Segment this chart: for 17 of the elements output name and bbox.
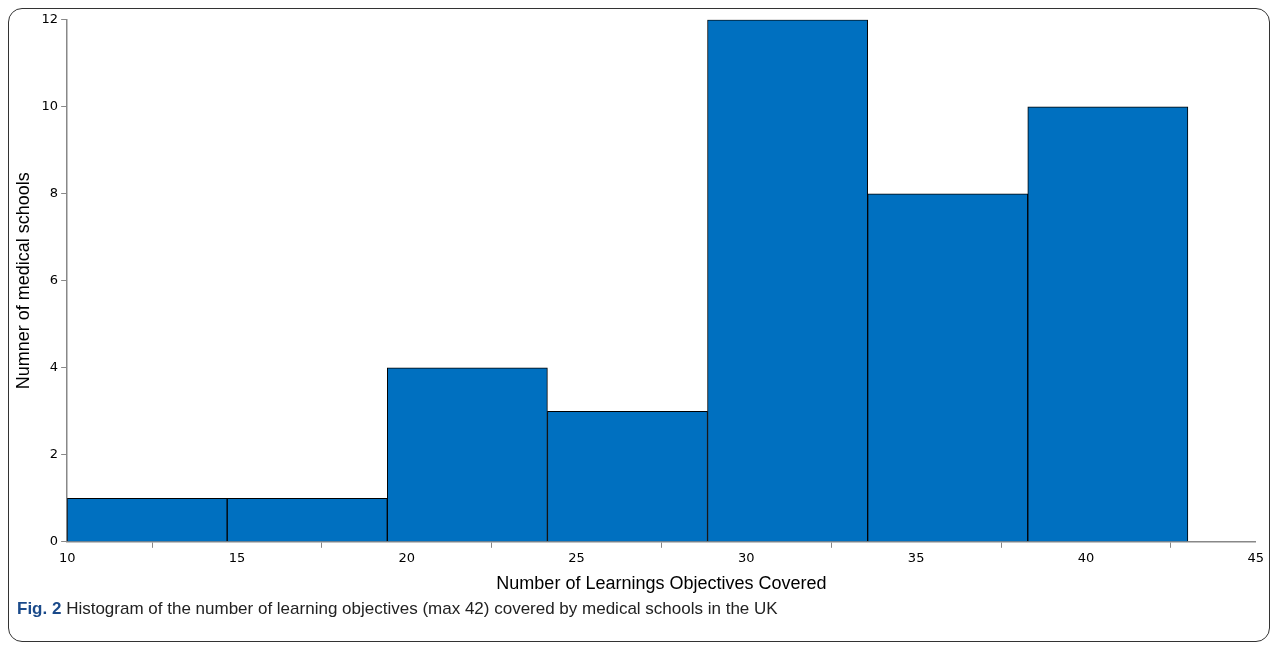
x-tick-label: 25	[568, 549, 585, 565]
x-tick-label: 20	[398, 549, 416, 565]
y-tick-label: 6	[49, 272, 59, 288]
y-tick-label: 12	[41, 11, 59, 27]
y-axis-title: Numner of medical schools	[12, 172, 33, 390]
x-axis-title: Number of Learnings Objectives Covered	[496, 573, 827, 594]
x-tick-label: 40	[1077, 549, 1095, 565]
x-tick-label: 30	[738, 549, 755, 565]
x-tick-label: 35	[907, 549, 925, 565]
caption: Fig. 2 Histogram of the number of learning objectives (max 42) covered by medical schools in the UK	[17, 599, 778, 618]
y-tick-label: 8	[49, 185, 59, 201]
y-tick-label: 2	[49, 446, 59, 462]
y-tick-label: 4	[49, 359, 59, 375]
y-tick-label: 0	[49, 533, 59, 549]
y-tick-label: 10	[41, 98, 59, 114]
x-tick-label: 45	[1247, 549, 1264, 565]
x-tick-label: 15	[228, 549, 246, 565]
